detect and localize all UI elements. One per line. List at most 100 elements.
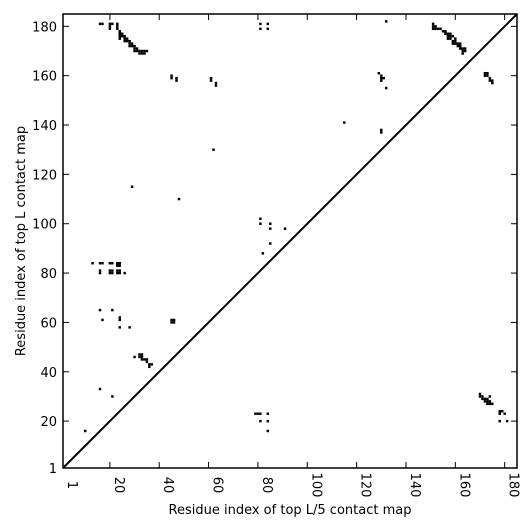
contact-cell-lower: [145, 360, 149, 364]
contact-cell-upper: [135, 47, 139, 50]
contact-cell-upper: [463, 47, 467, 50]
contact-cell-upper: [118, 261, 121, 265]
contact-cell-lower: [133, 355, 136, 359]
contact-cell-lower: [170, 318, 173, 322]
contact-cell-upper: [441, 30, 445, 33]
contact-cell-lower: [486, 400, 489, 403]
contact-cell-upper: [269, 242, 272, 245]
contact-cell-lower: [111, 308, 114, 312]
x-tick-label: 100: [308, 473, 323, 498]
y-tick-label: 60: [40, 316, 57, 331]
contact-cell-upper: [175, 76, 178, 80]
contact-cell-upper: [454, 39, 457, 43]
contact-cell-upper: [177, 197, 181, 201]
contact-cell-lower: [143, 358, 146, 361]
contact-cell-upper: [380, 128, 383, 132]
x-tick-label: 20: [111, 477, 126, 494]
contact-cell-lower: [498, 410, 501, 413]
contact-cell-lower: [150, 363, 154, 366]
contact-cell-lower: [259, 419, 262, 423]
x-tick-label: 80: [259, 477, 274, 494]
contact-cell-upper: [459, 42, 462, 45]
contact-cell-upper: [120, 34, 124, 38]
contact-cell-upper: [446, 32, 450, 35]
contact-cell-upper: [101, 261, 104, 265]
contact-cell-upper: [111, 269, 114, 272]
contact-cell-upper: [138, 52, 141, 55]
contact-cell-upper: [116, 264, 119, 267]
y-tick-label: 20: [40, 415, 57, 430]
y-tick-label: 180: [32, 20, 57, 35]
contact-cell-lower: [98, 387, 102, 391]
contact-cell-upper: [483, 71, 487, 75]
contact-cell-upper: [283, 227, 287, 230]
contact-cell-upper: [118, 264, 121, 267]
contact-cell-upper: [101, 22, 104, 26]
contact-cell-upper: [259, 217, 262, 221]
contact-cell-upper: [143, 52, 146, 55]
contact-cell-upper: [140, 49, 144, 53]
contact-cell-lower: [266, 412, 270, 415]
plot-frame: [62, 13, 518, 469]
contact-cell-upper: [128, 39, 131, 43]
contact-cell-lower: [254, 412, 257, 415]
contact-cell-upper: [444, 30, 447, 33]
contact-cell-lower: [498, 419, 501, 423]
y-tick-label: 120: [32, 168, 57, 183]
contact-cell-lower: [491, 402, 494, 406]
contact-cell-lower: [486, 397, 489, 401]
contact-cell-lower: [145, 358, 149, 361]
contact-cell-lower: [505, 419, 509, 423]
contact-cell-upper: [446, 34, 450, 38]
contact-cell-upper: [130, 42, 134, 45]
contact-cell-lower: [266, 419, 270, 423]
contact-cell-upper: [130, 44, 134, 48]
contact-cell-upper: [133, 47, 136, 50]
contact-cell-upper: [380, 74, 383, 77]
contact-cell-upper: [170, 74, 173, 77]
contact-cell-upper: [269, 222, 272, 225]
contact-cell-upper: [214, 81, 218, 85]
x-tick-label: 180: [506, 473, 521, 498]
contact-cell-upper: [116, 261, 119, 265]
contact-cell-lower: [118, 318, 121, 322]
contact-cell-upper: [111, 22, 114, 26]
contact-cell-upper: [434, 27, 437, 31]
contact-cell-lower: [488, 400, 492, 403]
contact-cell-upper: [116, 271, 119, 275]
contact-cell-lower: [101, 318, 104, 322]
contact-cell-lower: [498, 412, 501, 415]
contact-cell-lower: [503, 412, 506, 415]
contact-cell-upper: [446, 37, 450, 40]
contact-cell-upper: [98, 269, 102, 272]
contact-cell-upper: [116, 25, 119, 28]
y-tick-label: 160: [32, 70, 57, 85]
y-tick-label: 40: [40, 366, 57, 381]
contact-cell-upper: [128, 44, 131, 48]
diagonal-line: [62, 13, 518, 469]
contact-cell-upper: [111, 261, 114, 265]
y-tick-label: 1: [49, 462, 57, 477]
contact-cell-upper: [261, 252, 265, 255]
contact-cell-upper: [118, 34, 121, 38]
contact-cell-upper: [380, 79, 383, 82]
contact-cell-upper: [454, 42, 457, 45]
contact-cell-upper: [463, 49, 467, 53]
contact-cell-upper: [212, 148, 215, 151]
contact-cell-upper: [266, 22, 270, 26]
contact-cell-upper: [108, 261, 112, 265]
contact-cell-upper: [491, 79, 494, 82]
contact-cell-upper: [116, 22, 119, 26]
contact-cell-upper: [384, 20, 388, 23]
contact-cell-upper: [170, 76, 173, 80]
x-tick-label: 40: [160, 477, 175, 494]
contact-cell-upper: [483, 74, 487, 77]
contact-cell-upper: [209, 79, 213, 82]
contact-cell-upper: [108, 27, 112, 31]
contact-cell-upper: [491, 81, 494, 85]
contact-cell-upper: [377, 71, 381, 75]
contact-cell-lower: [111, 395, 114, 398]
contact-cell-upper: [449, 37, 452, 40]
contact-cell-upper: [123, 34, 126, 38]
